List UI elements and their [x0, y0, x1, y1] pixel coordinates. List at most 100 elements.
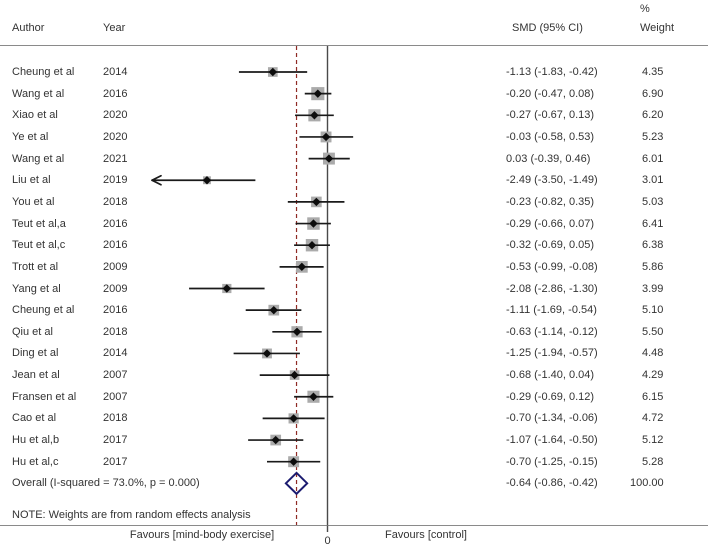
study-plot-row: [304, 87, 332, 101]
study-plot-row: [287, 196, 345, 208]
point-estimate-marker: [292, 327, 302, 336]
point-estimate-marker: [271, 435, 280, 445]
study-row: Teut et al,a 2016 -0.29 (-0.66, 0.07) 6.41: [0, 217, 708, 231]
study-plot-row: [294, 238, 330, 252]
study-smd: -0.32 (-0.69, 0.05): [506, 239, 595, 252]
study-smd: -1.13 (-1.83, -0.42): [506, 66, 598, 78]
point-estimate-marker: [290, 370, 299, 380]
study-author: Wang et al: [12, 152, 65, 165]
study-smd: -0.63 (-1.14, -0.12): [506, 325, 598, 338]
study-row: Cheung et al 2014 -1.13 (-1.83, -0.42) 4.35: [0, 65, 708, 79]
study-plot-row: [248, 434, 304, 446]
study-row: Hu et al,b 2017 -1.07 (-1.64, -0.50) 5.12: [0, 433, 708, 447]
study-year: 2007: [103, 390, 128, 403]
study-plot-row: [299, 131, 354, 143]
study-smd: -0.53 (-0.99, -0.08): [506, 260, 598, 273]
smd-column-header: SMD (95% CI): [512, 22, 583, 34]
study-year: 2007: [103, 369, 128, 382]
study-plot-row: [295, 109, 334, 122]
percent-column-header: %: [640, 3, 650, 15]
study-year: 2018: [103, 325, 128, 338]
overall-weight: 100.00: [630, 477, 664, 489]
study-weight: 5.50: [642, 325, 664, 338]
zero-tick-label: 0: [324, 535, 331, 547]
study-year: 2016: [103, 87, 128, 100]
study-year: 2017: [103, 434, 128, 447]
study-author: Wang et al: [12, 87, 65, 100]
favours-left-label: Favours [mind-body exercise]: [129, 529, 275, 541]
study-weight: 4.29: [642, 369, 664, 382]
study-plot-row: [189, 283, 265, 294]
study-smd: -0.23 (-0.82, 0.35): [506, 195, 595, 208]
overall-row: Overall (I-squared = 73.0%, p = 0.000) -…: [0, 476, 708, 490]
study-author: You et al: [12, 195, 55, 208]
study-author: Cao et al: [12, 412, 57, 425]
study-year: 2016: [103, 239, 128, 252]
study-author: Teut et al,a: [12, 217, 66, 230]
study-row: Fransen et al 2007 -0.29 (-0.69, 0.12) 6.15: [0, 390, 708, 404]
study-row: Jean et al 2007 -0.68 (-1.40, 0.04) 4.29: [0, 368, 708, 382]
study-plot-row: [294, 390, 334, 403]
study-weight: 4.35: [642, 66, 664, 78]
study-year: 2020: [103, 109, 128, 122]
weight-column-header: Weight: [640, 22, 675, 34]
study-smd: -0.29 (-0.66, 0.07): [506, 217, 595, 230]
study-author: Xiao et al: [12, 109, 58, 122]
point-estimate-marker: [309, 219, 318, 228]
point-estimate-marker: [269, 305, 278, 315]
study-weight: 5.10: [642, 304, 664, 317]
study-smd: -0.27 (-0.67, 0.13): [506, 109, 595, 122]
study-smd: -0.29 (-0.69, 0.12): [506, 390, 595, 403]
study-row: Yang et al 2009 -2.08 (-2.86, -1.30) 3.99: [0, 282, 708, 296]
study-row: Ding et al 2014 -1.25 (-1.94, -0.57) 4.48: [0, 346, 708, 360]
study-row: Ye et al 2020 -0.03 (-0.58, 0.53) 5.23: [0, 130, 708, 144]
point-estimate-marker: [202, 176, 212, 185]
study-row: Teut et al,c 2016 -0.32 (-0.69, 0.05) 6.38: [0, 238, 708, 252]
study-weight: 6.15: [642, 390, 664, 403]
study-smd: -0.20 (-0.47, 0.08): [506, 87, 595, 100]
study-smd: -0.68 (-1.40, 0.04): [506, 369, 595, 382]
study-year: 2020: [103, 130, 128, 143]
study-weight: 5.23: [642, 130, 664, 143]
study-year: 2014: [103, 347, 128, 360]
study-smd: -1.11 (-1.69, -0.54): [506, 304, 597, 317]
author-column-header: Author: [12, 22, 45, 34]
point-estimate-marker: [222, 284, 232, 293]
study-plot-row: [245, 304, 302, 316]
point-estimate-marker: [297, 262, 307, 272]
study-plot-row: [308, 152, 350, 165]
favours-right-label: Favours [control]: [385, 529, 467, 541]
study-plot-row: [238, 67, 308, 77]
study-author: Trott et al: [12, 260, 59, 273]
study-author: Liu et al: [12, 174, 51, 187]
study-row: Cheung et al 2016 -1.11 (-1.69, -0.54) 5.10: [0, 303, 708, 317]
study-weight: 5.86: [642, 260, 664, 273]
study-weight: 5.03: [642, 195, 664, 208]
ci-arrowhead: [151, 179, 162, 186]
point-estimate-marker: [289, 414, 298, 423]
study-weight: 6.38: [642, 239, 664, 252]
study-weight: 4.72: [642, 412, 664, 425]
study-year: 2018: [103, 412, 128, 425]
year-column-header: Year: [103, 22, 126, 34]
weights-note: NOTE: Weights are from random effects an…: [12, 509, 251, 521]
overall-label: Overall (I-squared = 73.0%, p = 0.000): [12, 477, 200, 489]
study-row: Trott et al 2009 -0.53 (-0.99, -0.08) 5.86: [0, 260, 708, 274]
overall-diamond: [284, 471, 309, 496]
point-estimate-marker: [321, 132, 331, 142]
study-author: Ding et al: [12, 347, 59, 360]
study-row: Xiao et al 2020 -0.27 (-0.67, 0.13) 6.20: [0, 108, 708, 122]
study-year: 2016: [103, 304, 128, 317]
study-row: Wang et al 2016 -0.20 (-0.47, 0.08) 6.90: [0, 87, 708, 101]
study-weight: 5.28: [642, 455, 664, 468]
overall-smd: -0.64 (-0.86, -0.42): [506, 477, 598, 489]
point-estimate-marker: [262, 349, 272, 358]
point-estimate-marker: [324, 154, 334, 163]
study-row: You et al 2018 -0.23 (-0.82, 0.35) 5.03: [0, 195, 708, 209]
study-smd: 0.03 (-0.39, 0.46): [506, 152, 591, 165]
study-author: Ye et al: [12, 130, 49, 143]
point-estimate-marker: [309, 392, 318, 401]
study-smd: -1.25 (-1.94, -0.57): [506, 347, 598, 360]
point-estimate-marker: [310, 111, 319, 120]
